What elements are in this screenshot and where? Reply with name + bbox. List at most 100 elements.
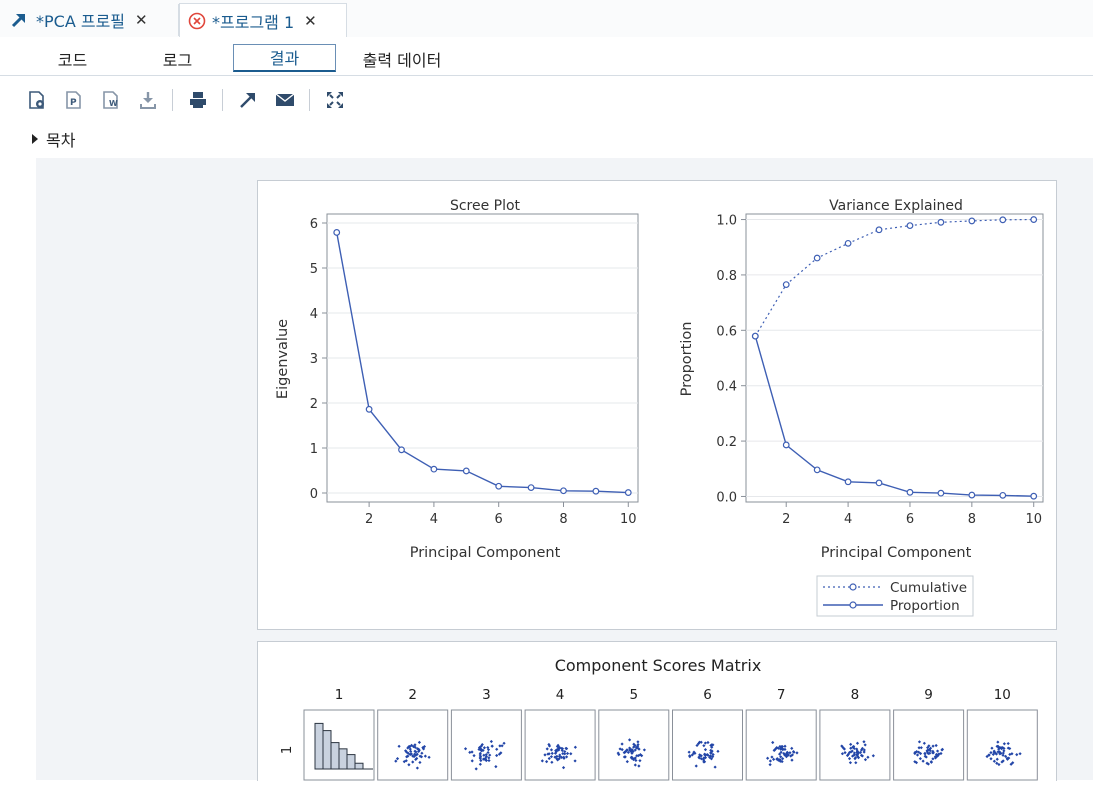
score-point xyxy=(778,744,782,749)
y-tick-label: 6 xyxy=(310,217,318,232)
score-point xyxy=(1002,749,1006,753)
matrix-cell-frame xyxy=(966,709,1038,781)
data-point xyxy=(999,216,1007,224)
matrix-column-label: 7 xyxy=(777,687,786,703)
variance-y-ticks: 0.0 0.2 0.4 0.6 0.8 1.0 xyxy=(716,214,746,505)
score-point xyxy=(1009,762,1013,766)
score-point xyxy=(1002,746,1006,751)
y-tick-label: 0.4 xyxy=(716,380,737,395)
score-point xyxy=(635,754,639,758)
score-point xyxy=(934,743,938,748)
legend-cumulative-marker xyxy=(849,583,857,591)
document-tab-pca-profile[interactable]: *PCA 프로필 ✕ xyxy=(8,4,179,36)
score-point xyxy=(927,744,931,748)
toolbar-separator xyxy=(309,89,310,111)
score-point xyxy=(636,740,640,744)
x-tick-label: 8 xyxy=(559,512,567,527)
score-point xyxy=(693,751,697,755)
score-point xyxy=(846,752,850,756)
matrix-column-label: 9 xyxy=(924,687,933,703)
y-tick-label: 2 xyxy=(310,397,318,412)
matrix-column-label: 5 xyxy=(630,687,639,703)
component-scores-svg: Component Scores Matrix 1 2 3 4 5 6 7 8 9 10 1 xyxy=(279,656,1038,781)
score-point xyxy=(923,754,927,758)
y-tick-label: 4 xyxy=(310,307,318,322)
score-point xyxy=(636,743,640,747)
score-point xyxy=(1005,757,1010,761)
document-tab-label: *PCA 프로필 xyxy=(36,12,126,31)
score-point xyxy=(617,752,621,757)
y-tick-label: 0.0 xyxy=(716,490,737,505)
tab-output-data[interactable]: 출력 데이터 xyxy=(362,51,442,70)
score-point xyxy=(1000,760,1004,764)
open-in-new-window-icon[interactable] xyxy=(237,89,259,111)
score-point xyxy=(628,746,632,750)
download-icon[interactable] xyxy=(137,89,159,111)
rtf-download-icon[interactable]: W xyxy=(100,89,122,111)
html-download-icon[interactable] xyxy=(26,89,48,111)
score-point xyxy=(418,754,422,758)
score-point xyxy=(477,747,481,752)
score-point xyxy=(555,747,559,752)
score-point xyxy=(992,759,996,763)
data-point xyxy=(968,491,976,499)
fullscreen-icon[interactable] xyxy=(324,89,346,111)
score-point xyxy=(553,755,557,759)
matrix-column-label: 2 xyxy=(408,687,417,703)
score-point xyxy=(632,745,636,749)
score-point xyxy=(766,756,770,760)
svg-text:W: W xyxy=(109,99,118,108)
score-point xyxy=(573,759,577,763)
close-icon[interactable]: ✕ xyxy=(135,11,148,29)
tab-results[interactable]: 결과 xyxy=(233,44,336,72)
score-point xyxy=(484,752,488,757)
tab-code[interactable]: 코드 xyxy=(57,51,88,70)
score-point xyxy=(849,746,853,750)
score-point xyxy=(561,766,566,770)
document-tab-label: *프로그램 1 xyxy=(212,13,295,32)
score-point xyxy=(411,745,416,749)
score-point xyxy=(924,755,928,759)
score-point xyxy=(486,748,491,752)
score-point xyxy=(770,755,774,759)
cumulative-points xyxy=(751,216,1038,340)
score-point xyxy=(852,744,856,749)
matrix-cells xyxy=(303,709,1038,781)
score-point xyxy=(860,754,865,758)
print-icon[interactable] xyxy=(187,89,209,111)
score-point xyxy=(560,747,565,751)
score-point xyxy=(780,759,784,764)
score-point xyxy=(854,761,858,765)
x-tick-label: 10 xyxy=(620,512,637,527)
score-point xyxy=(547,756,551,761)
y-tick-label: 1 xyxy=(310,442,318,457)
variance-y-axis-label: Proportion xyxy=(679,322,695,397)
close-icon[interactable]: ✕ xyxy=(304,12,317,30)
data-point xyxy=(1030,216,1038,223)
score-point xyxy=(843,751,847,755)
score-point xyxy=(694,764,698,768)
scree-plot-title: Scree Plot xyxy=(450,198,521,214)
data-point xyxy=(875,226,883,234)
scree-points xyxy=(333,229,632,496)
score-point xyxy=(633,744,637,748)
score-point xyxy=(775,745,779,750)
score-point xyxy=(915,753,920,757)
score-point xyxy=(928,749,932,753)
score-point xyxy=(790,753,795,757)
variance-plot-frame xyxy=(745,213,1044,503)
table-of-contents-toggle[interactable]: 목차 xyxy=(32,127,75,151)
score-point xyxy=(627,738,632,742)
score-point xyxy=(841,746,845,750)
score-point xyxy=(555,757,559,761)
score-point xyxy=(996,744,1000,748)
tab-log[interactable]: 로그 xyxy=(162,51,193,70)
document-tab-program-1[interactable]: *프로그램 1 ✕ xyxy=(179,3,347,38)
histogram-bar xyxy=(314,722,324,770)
score-point xyxy=(625,760,629,764)
scree-x-axis-label: Principal Component xyxy=(410,545,561,561)
score-point xyxy=(989,751,993,755)
score-point xyxy=(771,740,775,745)
pdf-download-icon[interactable]: P xyxy=(63,89,85,111)
email-icon[interactable] xyxy=(274,89,296,111)
